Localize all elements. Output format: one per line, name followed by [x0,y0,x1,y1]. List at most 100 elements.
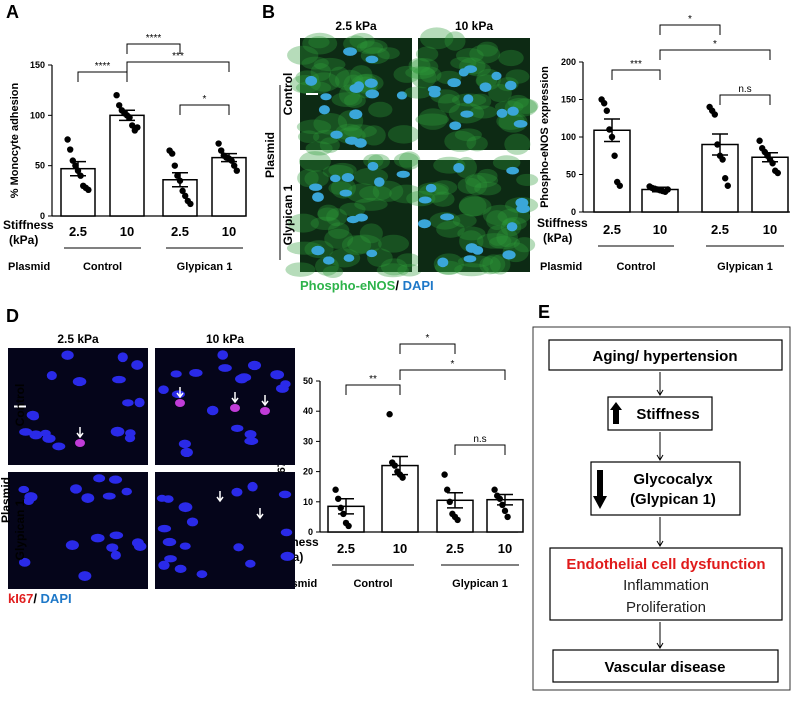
nucleus [72,377,87,387]
cell-stain [301,56,329,70]
nucleus [170,370,182,378]
cell-stain [465,174,488,196]
arrow [176,387,184,399]
cell-stain [513,237,536,253]
nucleus [506,222,518,232]
cell-stain [341,235,372,255]
cell-stain [454,128,482,142]
nucleus [206,405,219,416]
nucleus [23,497,34,506]
nucleus [349,83,363,93]
nucleus [343,254,355,262]
significance-label: **** [95,61,111,72]
cell-stain [455,156,477,179]
data-point [113,92,120,99]
cell-stain [398,151,421,170]
cell-stain [419,27,454,50]
data-point [332,486,339,493]
x-tick-label: 2.5 [337,541,355,556]
nucleus [163,495,174,503]
nucleus [157,524,172,533]
flow-box [607,396,713,431]
cell-stain [505,69,530,84]
cell-stain [397,263,422,277]
cell-stain [476,233,512,249]
column-label: 2.5 kPa [335,19,377,33]
row-label: Glypican 1 [13,499,27,560]
nucleus [280,528,293,537]
y-tick-label: 200 [561,57,576,67]
y-tick-label: 40 [303,406,313,416]
data-point [499,501,506,509]
x-tick-label: 2.5 [711,222,729,237]
panel-label: D [6,306,19,326]
data-point [215,140,222,147]
cell-stain [455,47,484,64]
row-label: Control [281,73,295,116]
cell-stain [454,263,489,277]
data-point [774,169,781,177]
cell-stain [496,227,518,248]
nucleus [245,559,256,568]
nucleus [491,71,502,81]
cell-stain [498,49,524,67]
nucleus [231,424,244,432]
nucleus [117,352,128,363]
flow-arrow [656,622,664,649]
nucleus [178,502,193,513]
cell-stain [359,223,383,244]
nucleus [275,384,289,393]
nucleus [42,434,56,443]
data-point [391,462,398,469]
flow-arrow [656,432,664,461]
nucleus [233,543,244,552]
data-point [174,172,181,179]
data-point [74,167,82,174]
cell-stain [346,183,380,203]
significance-bracket [77,71,128,82]
data-point [340,510,347,518]
data-point [233,167,240,174]
nucleus [52,442,66,451]
cell-stain [469,105,498,119]
significance-label: * [713,39,717,50]
data-point [64,136,71,143]
data-point [335,495,342,502]
cell-stain [507,94,529,109]
nucleus [367,161,379,171]
cell-stain [349,32,375,49]
arrow [76,427,84,439]
cell-stain [404,86,432,99]
nucleus [102,492,116,500]
data-point [129,122,136,129]
bar [211,156,247,217]
group-label: Glypican 1 [177,261,233,273]
data-point [711,111,718,118]
down-arrow [593,470,607,509]
nucleus [366,249,378,258]
nucleus [323,256,335,265]
cell-stain [344,93,366,109]
nucleus [427,85,441,93]
cell-stain [331,92,363,108]
nucleus [109,531,124,540]
cell-stain [393,152,419,168]
x-axis-label: (kPa) [543,231,572,245]
cell-stain [387,125,420,144]
significance-label: * [203,94,207,105]
cell-stain [415,46,439,62]
data-point [116,102,123,109]
cell-stain [339,202,366,217]
significance-label: *** [630,59,642,70]
cell-stain [343,124,377,138]
cell-stain [513,98,539,114]
flow-text: Inflammation [623,577,709,594]
nucleus [164,555,177,563]
nucleus [270,370,285,380]
cell-stain [488,83,512,103]
nucleus [125,429,136,437]
nucleus [504,80,517,91]
cell-stain [322,265,344,278]
nucleus [280,551,295,561]
cell-stain [405,66,436,80]
